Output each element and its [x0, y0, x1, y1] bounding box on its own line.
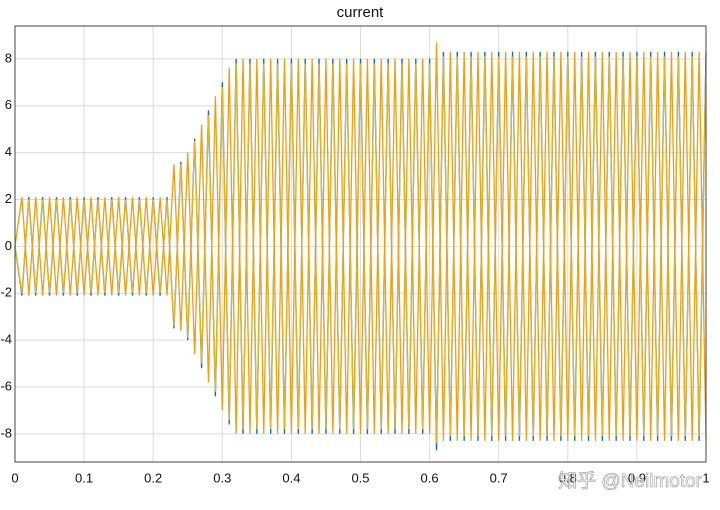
x-tick-label: 0.3 — [213, 470, 231, 485]
y-tick-label: 6 — [5, 97, 12, 112]
watermark: 知乎 @Neilmotor — [558, 470, 703, 492]
y-tick-label: -6 — [0, 378, 12, 393]
x-tick-label: 0.1 — [75, 470, 93, 485]
y-tick-label: 4 — [5, 144, 12, 159]
x-tick-label: 0.2 — [144, 470, 162, 485]
x-tick-label: 1 — [702, 470, 709, 485]
y-tick-label: -2 — [0, 285, 12, 300]
y-tick-label: 0 — [5, 238, 12, 253]
x-tick-label: 0.7 — [490, 470, 508, 485]
y-tick-label: -8 — [0, 425, 12, 440]
x-tick-label: 0.4 — [282, 470, 300, 485]
x-tick-label: 0.9 — [628, 470, 646, 485]
x-tick-label: 0.5 — [351, 470, 369, 485]
y-tick-label: 8 — [5, 50, 12, 65]
x-tick-label: 0.6 — [421, 470, 439, 485]
x-tick-label: 0.8 — [559, 470, 577, 485]
chart-title: current — [337, 4, 385, 21]
series-line — [14, 56, 707, 444]
series-line — [14, 42, 707, 441]
y-tick-label: 2 — [5, 191, 12, 206]
y-tick-label: -4 — [0, 332, 12, 347]
plot-frame — [14, 25, 707, 463]
x-tick-label: 0 — [11, 470, 18, 485]
